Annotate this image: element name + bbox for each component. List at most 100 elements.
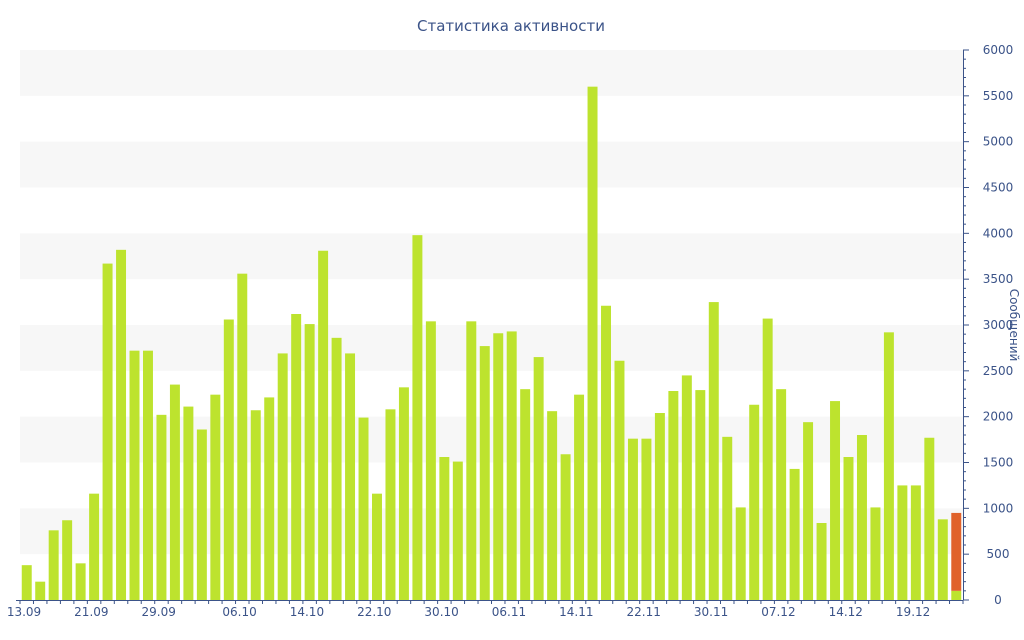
bar: [560, 454, 571, 600]
bar: [129, 350, 140, 600]
bar: [345, 353, 356, 600]
bar: [35, 581, 46, 600]
y-axis: 0 500 1000 1500 2000 2500 3000 3500 4000 4500 5000…: [963, 43, 1013, 607]
bar: [776, 389, 787, 600]
bar: [897, 485, 908, 600]
bar: [601, 305, 611, 600]
x-tick-label: 30.11: [694, 605, 728, 619]
bar: [668, 391, 679, 600]
y-tick-label: 2500: [983, 364, 1014, 378]
bar: [102, 263, 113, 600]
y-tick-label: 5500: [983, 89, 1014, 103]
bar: [452, 461, 463, 600]
x-tick-label: 06.11: [492, 605, 526, 619]
bar: [75, 563, 86, 600]
x-tick-label: 07.12: [761, 605, 795, 619]
bar: [398, 387, 409, 600]
bar: [291, 314, 302, 600]
bar: [210, 394, 221, 600]
bar: [169, 384, 180, 600]
y-tick-label: 0: [994, 593, 1002, 607]
grid-band: [20, 325, 963, 371]
grid-band: [20, 50, 963, 96]
y-tick-label: 4000: [983, 226, 1014, 240]
bar: [614, 360, 625, 600]
bar: [264, 397, 275, 600]
y-axis-label: Сообщений: [1007, 289, 1021, 362]
bar: [425, 321, 436, 600]
bar: [479, 346, 490, 600]
bar: [493, 333, 504, 600]
x-tick-label: 14.11: [559, 605, 593, 619]
y-tick-label: 1500: [983, 456, 1014, 470]
bar: [803, 422, 814, 600]
bar: [681, 375, 692, 600]
bar: [466, 321, 477, 600]
grid-band: [20, 141, 963, 188]
y-tick-label: 5000: [983, 135, 1014, 149]
bar: [304, 324, 315, 600]
bar: [735, 507, 746, 600]
bar: [318, 250, 329, 600]
bar: [116, 249, 127, 601]
bar: [506, 331, 517, 600]
x-tick-label: 29.09: [142, 605, 176, 619]
chart-title: Статистика активности: [417, 17, 605, 35]
bar: [223, 319, 234, 600]
bar: [830, 401, 841, 600]
bar: [183, 406, 194, 600]
bar: [789, 468, 800, 600]
bar: [708, 302, 719, 600]
bar-highlight: [951, 512, 962, 591]
y-tick-label: 3000: [983, 318, 1014, 332]
bar: [250, 410, 261, 600]
bar: [439, 457, 450, 600]
x-tick-label: 19.12: [896, 605, 930, 619]
bar: [358, 417, 369, 600]
bar: [910, 485, 921, 600]
bar: [142, 350, 153, 600]
bar: [856, 435, 867, 600]
bar: [520, 389, 531, 600]
bar: [533, 357, 544, 600]
bar: [654, 413, 665, 600]
bar: [237, 273, 248, 600]
y-tick-label: 500: [987, 547, 1010, 561]
bar: [412, 235, 423, 600]
x-tick-label: 21.09: [74, 605, 108, 619]
x-tick-label: 06.10: [222, 605, 256, 619]
bar: [21, 565, 32, 600]
bar: [951, 590, 962, 600]
bar: [641, 438, 652, 600]
x-tick-label: 22.11: [627, 605, 661, 619]
y-tick-label: 2000: [983, 410, 1014, 424]
bar: [574, 394, 585, 600]
bar: [722, 436, 733, 600]
bar: [156, 414, 167, 600]
bar: [762, 318, 773, 600]
bar: [883, 332, 894, 600]
y-tick-label: 6000: [983, 43, 1014, 57]
bar: [196, 429, 207, 600]
y-tick-label: 4500: [983, 181, 1014, 195]
y-tick-label: 3500: [983, 272, 1014, 286]
bar: [385, 409, 396, 600]
bar: [372, 493, 382, 600]
bar: [924, 437, 935, 600]
bar: [48, 530, 59, 600]
x-axis: 13.09 21.09 29.09 06.10 14.10 22.10 30.10 06.11…: [7, 600, 964, 619]
bar: [331, 337, 342, 600]
bar: [870, 507, 881, 600]
bar: [547, 411, 558, 600]
bar: [695, 390, 706, 600]
bar: [937, 519, 948, 600]
x-tick-label: 14.12: [829, 605, 863, 619]
y-tick-label: 1000: [983, 501, 1014, 515]
bars: [21, 86, 962, 601]
bar: [749, 404, 760, 600]
x-tick-label: 30.10: [424, 605, 458, 619]
x-tick-label: 22.10: [357, 605, 391, 619]
x-tick-label: 13.09: [7, 605, 41, 619]
bar: [627, 438, 638, 600]
